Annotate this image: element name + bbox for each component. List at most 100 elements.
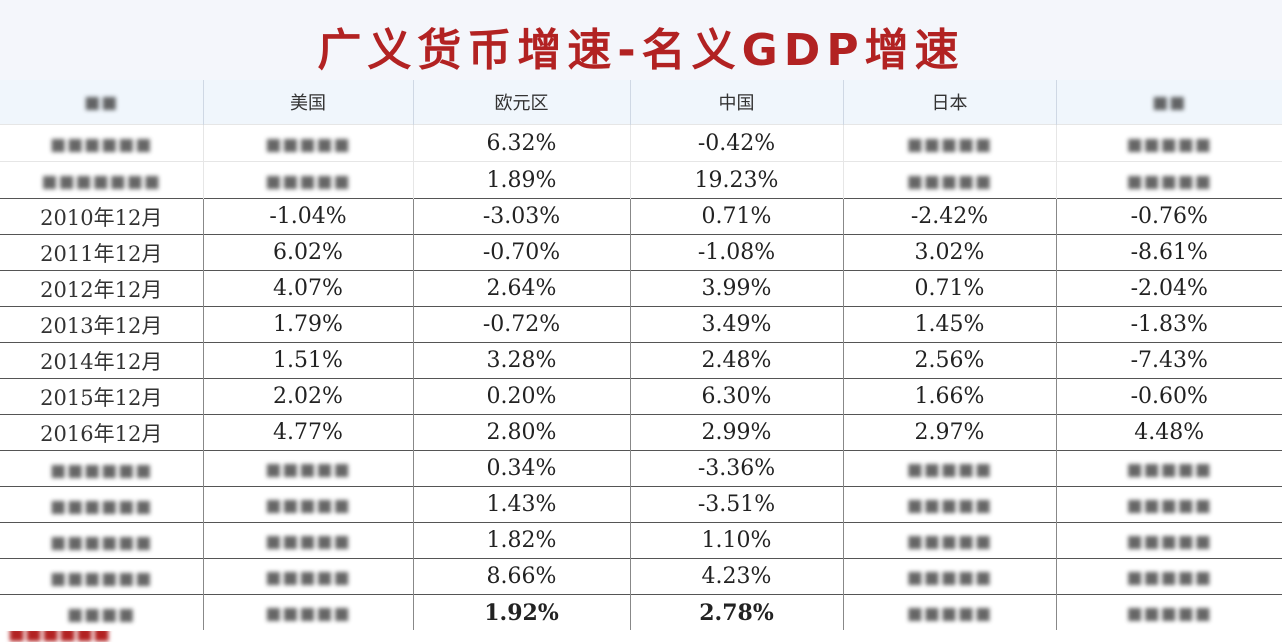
table-cell: ■■■■■ [202,594,413,630]
blurred-text: ■■■■■ [906,496,993,516]
table-row: ■■■■■■ ■■■■■ 1.43% -3.51% ■■■■■ ■■■■■ [0,486,1282,523]
blurred-text: ■■■■■ [1126,134,1212,155]
table-row: 2014年12月 1.51% 3.28% 2.48% 2.56% -7.43% [0,342,1282,379]
header-cell: 欧元区 [412,80,630,125]
header-cell: 美国 [202,80,413,125]
table-row: ■■■■■■ ■■■■■ 8.66% 4.23% ■■■■■ ■■■■■ [0,558,1282,595]
table-cell: ■■■■■ [1055,594,1282,630]
table-cell: 2.97% [842,414,1056,451]
blurred-text: ■■■■■ [1126,460,1212,480]
blurred-text: ■■■■■ [906,171,993,192]
table-cell: -3.03% [412,198,630,235]
table-cell: 2013年12月 [0,306,203,343]
table-row: ■■■■■■ ■■■■■ 6.32% -0.42% ■■■■■ ■■■■■ [0,124,1282,162]
table-cell: 0.71% [629,198,843,235]
table-cell: ■■■■■■ [0,558,203,595]
table-cell: -0.70% [412,234,630,271]
blurred-text: ■■■■■ [265,568,351,588]
blurred-text: ■■ [1152,92,1187,113]
blurred-text: ■■■■■■ [8,631,111,642]
blurred-text: ■■ [84,92,119,113]
blurred-text: ■■■■■■■ [41,172,161,192]
table-cell: -0.42% [629,124,843,162]
table-row: 2012年12月 4.07% 2.64% 3.99% 0.71% -2.04% [0,270,1282,307]
table-cell: 0.34% [412,450,630,487]
blurred-text: ■■■■■■ [50,568,153,589]
table-row: ■■■■■■ ■■■■■ 1.82% 1.10% ■■■■■ ■■■■■ [0,522,1282,559]
table-cell: ■■■■■■ [0,124,203,162]
table-cell: 3.49% [629,306,843,343]
table-cell: 2016年12月 [0,414,203,451]
table-cell: ■■■■ [0,594,203,630]
table-cell: ■■■■■ [1055,161,1282,199]
table-cell: 4.48% [1055,414,1282,451]
blurred-text: ■■■■■ [265,532,351,552]
table-cell: ■■■■■ [842,594,1056,630]
table-cell: 1.89% [412,161,630,199]
table-cell: 1.43% [412,486,630,523]
table-cell: 4.23% [629,558,843,595]
table-cell: 1.51% [202,342,413,379]
table-cell: -1.83% [1055,306,1282,343]
table-cell: ■■■■■ [1055,558,1282,595]
table-row: ■■■■ ■■■■■ 1.92% 2.78% ■■■■■ ■■■■■ [0,594,1282,630]
blurred-text: ■■■■■ [265,134,351,155]
table-cell: 1.79% [202,306,413,343]
table-cell: ■■■■■ [1055,486,1282,523]
table-cell: 4.07% [202,270,413,307]
table-cell: ■■■■■ [202,161,413,199]
table-cell: 0.20% [412,378,630,415]
table-row: 2015年12月 2.02% 0.20% 6.30% 1.66% -0.60% [0,378,1282,415]
table-cell: ■■■■■ [202,450,413,487]
blurred-text: ■■■■■ [1126,496,1212,516]
blurred-text: ■■■■■ [265,171,351,192]
header-cell: ■■ [1055,80,1282,125]
table-header-row: ■■ 美国 欧元区 中国 日本 ■■ [0,80,1282,125]
table-cell: 2.02% [202,378,413,415]
header-cell: ■■ [0,80,203,125]
blurred-text: ■■■■■ [1126,604,1212,624]
table-cell: 19.23% [629,161,843,199]
table-cell: -0.76% [1055,198,1282,235]
table-cell: 1.10% [629,522,843,559]
blurred-text: ■■■■■ [906,532,993,552]
blurred-text: ■■■■■ [1126,171,1212,192]
blurred-text: ■■■■■ [1126,568,1212,588]
table-cell: 6.32% [412,124,630,162]
table-cell: ■■■■■ [842,450,1056,487]
table-cell: -2.04% [1055,270,1282,307]
blurred-text: ■■■■■■ [50,496,153,517]
table-cell: ■■■■■■ [0,450,203,487]
table-cell: 2.78% [629,594,843,630]
table-cell: ■■■■■ [1055,450,1282,487]
table-row: 2010年12月 -1.04% -3.03% 0.71% -2.42% -0.7… [0,198,1282,235]
table-cell: 2.64% [412,270,630,307]
table-row: ■■■■■■ ■■■■■ 0.34% -3.36% ■■■■■ ■■■■■ [0,450,1282,487]
table-cell: -0.60% [1055,378,1282,415]
table-cell: ■■■■■ [202,558,413,595]
blurred-text: ■■■■■■ [50,532,153,553]
blurred-text: ■■■■ [67,604,136,625]
table-cell: -0.72% [412,306,630,343]
table-cell: 2010年12月 [0,198,203,235]
table-cell: 2014年12月 [0,342,203,379]
table-cell: ■■■■■■ [0,522,203,559]
table-cell: -8.61% [1055,234,1282,271]
table-cell: ■■■■■ [842,161,1056,199]
table-row: 2016年12月 4.77% 2.80% 2.99% 2.97% 4.48% [0,414,1282,451]
blurred-text: ■■■■■ [906,568,993,588]
blurred-text: ■■■■■■ [50,460,153,481]
blurred-text: ■■■■■ [906,604,993,624]
table-cell: 1.66% [842,378,1056,415]
table-cell: 2012年12月 [0,270,203,307]
table-cell: ■■■■■ [1055,522,1282,559]
table-cell: 1.92% [412,594,630,630]
table-cell: -1.04% [202,198,413,235]
table-cell: ■■■■■ [842,522,1056,559]
table-cell: -3.36% [629,450,843,487]
table-cell: 1.45% [842,306,1056,343]
table-cell: -2.42% [842,198,1056,235]
table-cell: ■■■■■■■ [0,161,203,199]
header-cell: 中国 [629,80,843,125]
blurred-text: ■■■■■ [1126,532,1212,552]
